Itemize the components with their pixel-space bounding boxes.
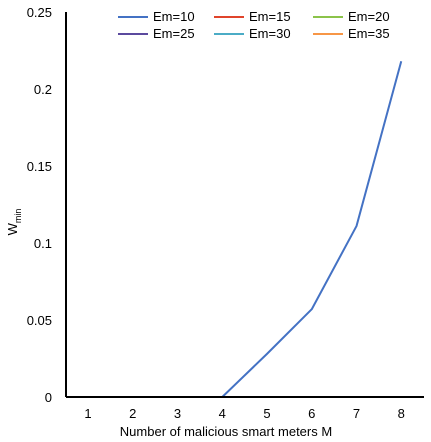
legend-item: Em=20 — [313, 9, 390, 24]
legend: Em=10 Em=15 Em=20 Em=25 Em=30 Em=35 — [118, 9, 390, 41]
legend-label: Em=35 — [348, 26, 390, 41]
legend-item: Em=15 — [214, 9, 291, 24]
legend-label: Em=10 — [153, 9, 195, 24]
legend-item: Em=25 — [118, 26, 195, 41]
y-tick-labels: 0 0.05 0.1 0.15 0.2 0.25 — [27, 5, 52, 405]
y-axis-title: Wmin — [5, 209, 23, 236]
series-lines — [87, 61, 403, 398]
series-line-em-10 — [88, 61, 403, 398]
y-tick-label: 0.25 — [27, 5, 52, 20]
legend-item: Em=35 — [313, 26, 390, 41]
legend-label: Em=25 — [153, 26, 195, 41]
y-tick-label: 0.2 — [34, 82, 52, 97]
x-tick-label: 6 — [308, 406, 315, 421]
x-tick-label: 3 — [174, 406, 181, 421]
legend-label: Em=30 — [249, 26, 291, 41]
x-tick-label: 8 — [398, 406, 405, 421]
x-tick-label: 1 — [84, 406, 91, 421]
legend-item: Em=30 — [214, 26, 291, 41]
legend-label: Em=15 — [249, 9, 291, 24]
x-axis-title: Number of malicious smart meters M — [120, 424, 332, 439]
y-axis-title-sub: min — [13, 209, 23, 224]
y-tick-label: 0.1 — [34, 236, 52, 251]
legend-item: Em=10 — [118, 9, 195, 24]
x-tick-label: 7 — [353, 406, 360, 421]
y-tick-label: 0.15 — [27, 159, 52, 174]
y-tick-label: 0.05 — [27, 313, 52, 328]
x-tick-label: 5 — [263, 406, 270, 421]
y-tick-label: 0 — [45, 390, 52, 405]
legend-label: Em=20 — [348, 9, 390, 24]
x-tick-label: 4 — [219, 406, 226, 421]
y-axis-title-main: W — [5, 222, 20, 235]
x-tick-label: 2 — [129, 406, 136, 421]
x-tick-labels: 1 2 3 4 5 6 7 8 — [84, 406, 404, 421]
